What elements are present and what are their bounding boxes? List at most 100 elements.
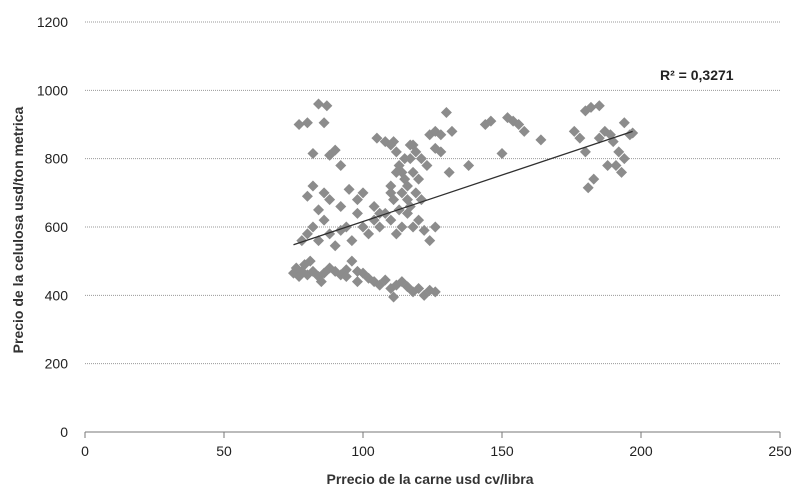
y-tick-label: 0 xyxy=(60,424,68,440)
data-point xyxy=(602,160,614,171)
data-point xyxy=(371,132,383,144)
data-point xyxy=(307,148,319,160)
data-point xyxy=(293,119,305,130)
data-point xyxy=(346,235,358,247)
y-tick-label: 1200 xyxy=(37,14,68,30)
r-squared-annotation: R² = 0,3271 xyxy=(660,67,734,83)
data-point xyxy=(379,274,391,286)
data-point xyxy=(313,204,325,216)
data-point xyxy=(627,127,639,139)
y-tick-label: 600 xyxy=(45,219,69,235)
x-tick-label: 250 xyxy=(768,443,792,459)
data-point xyxy=(446,125,458,137)
data-point xyxy=(407,166,419,178)
data-point xyxy=(593,100,605,112)
data-point xyxy=(385,139,397,151)
data-point xyxy=(304,255,316,267)
data-point xyxy=(368,201,380,212)
data-point xyxy=(340,264,352,276)
data-point xyxy=(404,139,416,151)
data-point xyxy=(351,207,363,219)
data-point xyxy=(379,207,391,219)
data-point xyxy=(385,180,397,192)
data-point xyxy=(388,291,400,303)
data-point xyxy=(390,166,402,178)
data-point xyxy=(357,187,369,199)
data-point xyxy=(363,228,375,240)
data-point xyxy=(301,117,313,129)
data-point xyxy=(421,160,433,171)
data-point xyxy=(443,166,455,178)
data-point xyxy=(301,228,313,240)
data-point xyxy=(385,214,397,226)
data-point xyxy=(390,146,402,158)
data-point xyxy=(429,221,441,233)
data-point xyxy=(404,153,416,165)
data-point xyxy=(318,187,330,199)
y-tick-label: 1000 xyxy=(37,82,68,98)
data-point xyxy=(616,166,628,178)
data-point xyxy=(318,117,330,129)
data-point xyxy=(413,173,425,185)
data-point xyxy=(318,214,330,226)
data-point xyxy=(413,283,425,294)
data-point xyxy=(407,221,419,233)
data-point xyxy=(399,153,411,165)
data-point xyxy=(435,129,447,141)
x-tick-label: 50 xyxy=(216,443,232,459)
x-axis-title: Prrecio de la carne usd cv/libra xyxy=(327,471,534,487)
x-tick-label: 200 xyxy=(629,443,653,459)
data-point xyxy=(351,194,363,206)
data-point xyxy=(390,228,402,240)
data-point xyxy=(429,286,441,298)
data-point xyxy=(496,148,508,160)
data-point xyxy=(535,134,547,146)
data-point xyxy=(396,221,408,233)
y-axis-title: Precio de la celulosa usd/ton metrica xyxy=(10,106,26,353)
data-point xyxy=(313,98,325,110)
data-point xyxy=(357,221,369,233)
data-point xyxy=(413,214,425,226)
data-point xyxy=(343,183,355,195)
data-point xyxy=(463,160,475,171)
data-point xyxy=(351,276,363,288)
data-point xyxy=(307,180,319,192)
data-point xyxy=(329,144,341,156)
data-point xyxy=(574,132,586,144)
data-point xyxy=(415,153,427,165)
data-point xyxy=(410,146,422,158)
data-points xyxy=(288,98,639,303)
data-point xyxy=(618,153,630,165)
y-tick-label: 400 xyxy=(45,287,69,303)
trendline xyxy=(293,130,633,246)
data-point xyxy=(513,119,525,130)
data-point xyxy=(435,146,447,158)
data-point xyxy=(321,100,333,112)
data-point xyxy=(315,276,327,288)
data-point xyxy=(329,240,341,252)
data-point xyxy=(388,194,400,206)
x-tick-label: 150 xyxy=(490,443,514,459)
data-point xyxy=(374,207,386,219)
data-point xyxy=(579,146,591,158)
data-point xyxy=(401,180,413,192)
data-point xyxy=(610,160,622,171)
data-point xyxy=(618,117,630,129)
data-point xyxy=(396,187,408,199)
y-tick-labels: 0 200 400 600 800 1000 1200 xyxy=(37,14,68,440)
y-tick-label: 800 xyxy=(45,151,69,167)
data-point xyxy=(588,173,600,185)
linear-trendline xyxy=(293,130,633,246)
axes xyxy=(84,431,781,438)
data-point xyxy=(440,107,452,119)
x-tick-labels: 0 50 100 150 200 250 xyxy=(81,443,792,459)
data-point xyxy=(568,125,580,137)
data-point xyxy=(374,221,386,233)
data-point xyxy=(335,201,347,212)
data-point xyxy=(410,187,422,199)
data-point xyxy=(340,271,352,283)
y-tick-label: 200 xyxy=(45,356,69,372)
data-point xyxy=(324,194,336,206)
data-point xyxy=(346,255,358,267)
